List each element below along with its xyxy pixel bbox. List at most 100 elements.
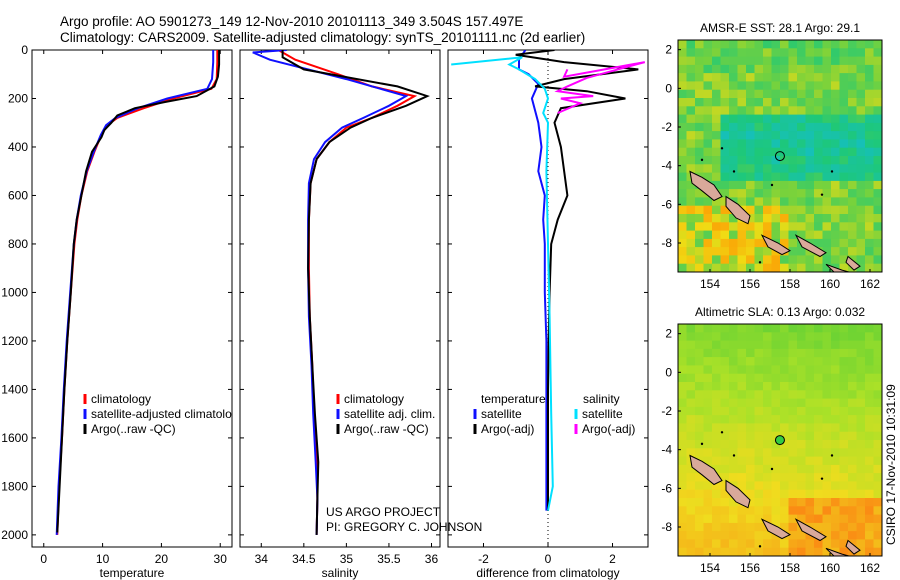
island-dot [770, 183, 774, 187]
map-cell [763, 514, 773, 524]
map-cell [771, 139, 781, 149]
map-cell [873, 263, 882, 272]
map-cell [839, 147, 849, 157]
map-cell [873, 205, 882, 215]
map-cell [865, 456, 875, 466]
island [725, 195, 751, 225]
map-cell [856, 131, 866, 140]
map-cell [873, 73, 882, 82]
map-cell [780, 514, 790, 524]
map-cell [780, 197, 790, 207]
series-satellite [252, 50, 409, 535]
map-cell [780, 180, 790, 190]
map-cell [788, 431, 798, 441]
map-cell [754, 205, 764, 215]
map-cell [678, 214, 688, 223]
map-cell [856, 431, 866, 441]
map-cell [678, 357, 688, 366]
map-cell [788, 547, 798, 556]
map-cell [746, 440, 756, 449]
map-cell [720, 423, 730, 433]
map-cell [814, 139, 824, 149]
map-cell [720, 481, 730, 491]
map-cell [754, 448, 764, 458]
map-cell [797, 373, 807, 383]
map-cell [720, 98, 730, 107]
legend-heading-temperature: temperature [481, 392, 546, 406]
map-cell [865, 156, 875, 165]
map-cell [865, 489, 875, 499]
map-cell [712, 197, 722, 207]
map-cell [678, 156, 688, 165]
map-cell [695, 189, 705, 198]
island [760, 234, 792, 256]
legend-satellite: satellite-adjusted climatology [91, 407, 244, 421]
map-cell [856, 506, 866, 516]
map-cell [865, 263, 875, 272]
map-cell [712, 172, 722, 182]
map-cell [703, 373, 713, 383]
map-cell [873, 255, 882, 265]
map-cell [712, 373, 722, 383]
island-dot [700, 442, 704, 446]
map-cell [720, 56, 730, 66]
map-cell [839, 365, 849, 375]
map-cell [848, 398, 858, 408]
map-cell [729, 431, 739, 441]
map-cell [763, 481, 773, 491]
map-cell [814, 222, 824, 232]
map-cell [873, 440, 882, 449]
map-cell [873, 147, 882, 157]
map-cell [737, 114, 747, 124]
map-cell [839, 423, 849, 433]
map-cell [856, 164, 866, 174]
x-axis-label: difference from climatology [476, 566, 619, 580]
map-cell [865, 423, 875, 433]
map-cell [865, 48, 875, 58]
map-cell [831, 522, 841, 532]
map-cell [822, 506, 832, 516]
map-cell [865, 230, 875, 240]
map-cell [746, 147, 756, 157]
map-cell [678, 531, 688, 540]
map-cell [805, 98, 815, 107]
map-cell [746, 539, 756, 549]
map-cell [720, 222, 730, 232]
map-cell [780, 332, 790, 342]
map-cell [797, 131, 807, 140]
map-cell [771, 456, 781, 466]
map-cell [720, 531, 730, 540]
map-cell [754, 247, 764, 256]
map-cell [737, 506, 747, 516]
map-cell [729, 189, 739, 198]
map-cell [780, 398, 790, 408]
y-tick-label: 2 [665, 327, 672, 341]
map-cell [814, 197, 824, 207]
map-cell [746, 464, 756, 474]
map-cell [780, 522, 790, 532]
map-cell [814, 398, 824, 408]
map-cell [763, 247, 773, 256]
series-group [451, 50, 646, 511]
x-axis-label: salinity [322, 566, 359, 580]
map-cell [720, 440, 730, 449]
map-cell [771, 423, 781, 433]
map-cell [729, 514, 739, 524]
island-dot [720, 431, 724, 434]
map-cell [780, 340, 790, 350]
map-cell [771, 489, 781, 499]
map-cell [763, 89, 773, 99]
map-cell [737, 398, 747, 408]
map-cell [695, 222, 705, 232]
map-cell [873, 81, 882, 91]
map-cell [695, 164, 705, 174]
map-cell [822, 340, 832, 350]
map-cell [746, 189, 756, 198]
map-cell [797, 440, 807, 449]
map-cell [822, 156, 832, 165]
map-cell [729, 81, 739, 91]
map-cell [695, 214, 705, 223]
y-tick-label: -2 [661, 120, 672, 134]
map-cell [873, 214, 882, 223]
map-cell [831, 473, 841, 482]
